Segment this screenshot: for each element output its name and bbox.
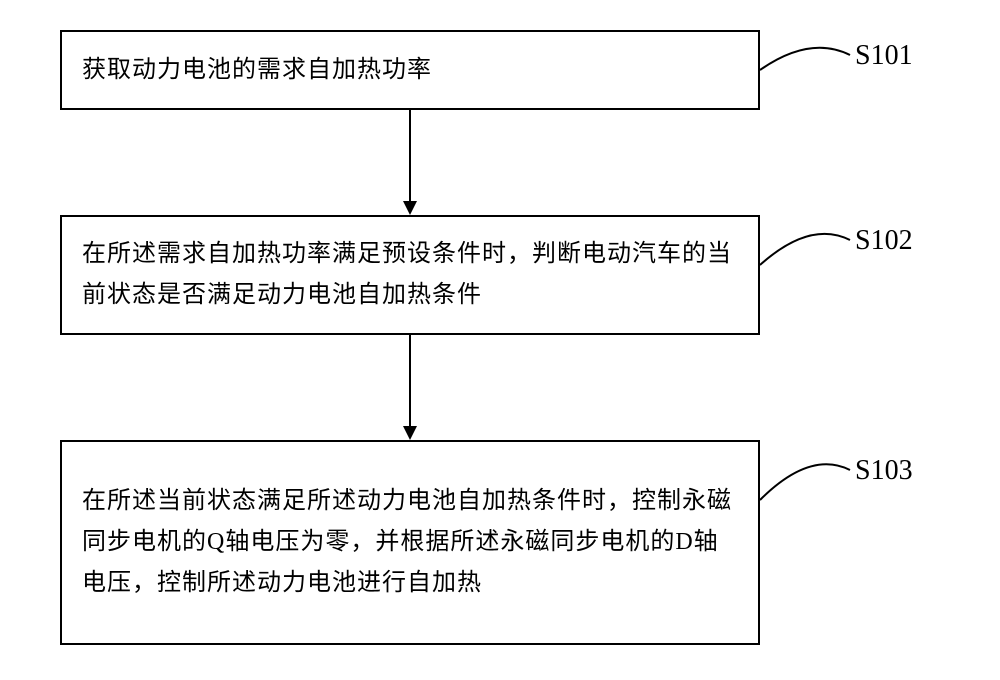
brace-s103 bbox=[0, 0, 1000, 680]
flowchart-canvas: 获取动力电池的需求自加热功率 S101 在所述需求自加热功率满足预设条件时，判断… bbox=[0, 0, 1000, 680]
step-label-s103: S103 bbox=[855, 455, 913, 487]
